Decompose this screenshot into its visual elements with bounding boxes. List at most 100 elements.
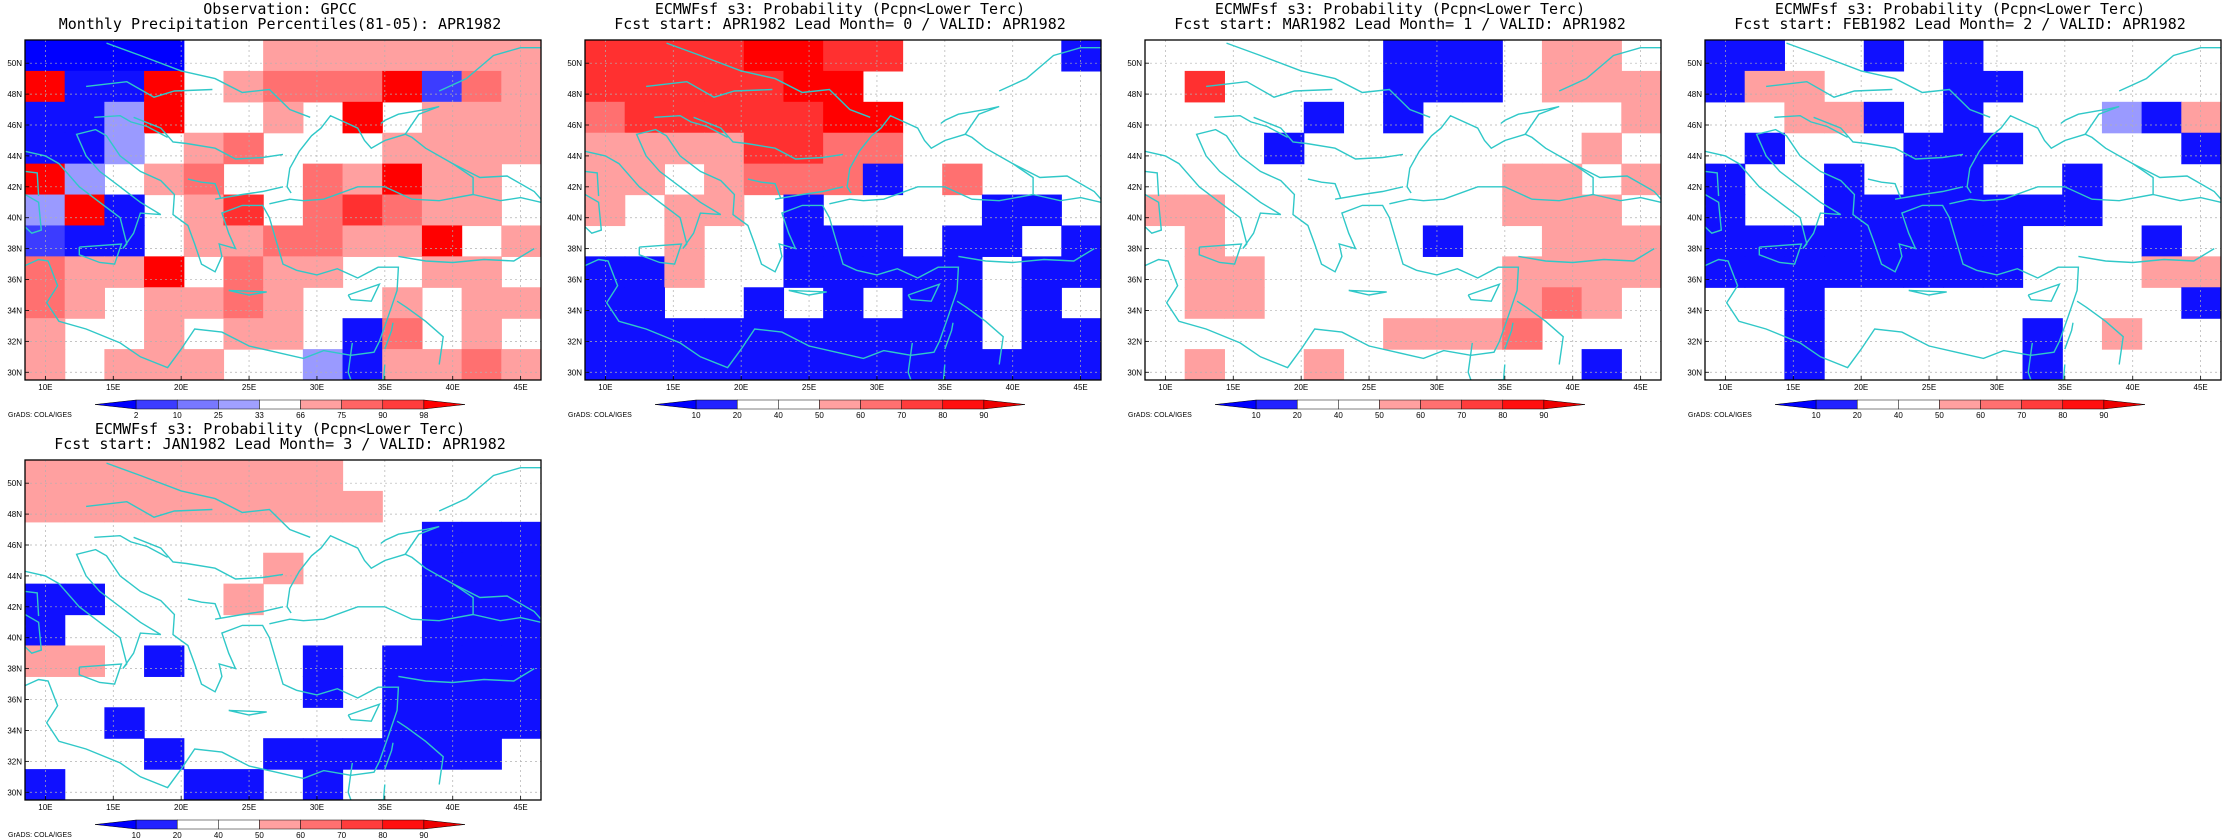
lat-tick-label: 32N [1687,337,1702,346]
lon-tick-label: 30E [310,383,324,392]
panel-forecast-lead0: ECMWFsf s3: Probability (Pcpn<Lower Terc… [560,0,1120,420]
lat-tick-label: 32N [7,757,22,766]
coastline [1813,116,1964,160]
grid-cell [1021,287,1062,319]
lat-tick-label: 38N [7,665,22,674]
grid-cell [144,645,185,677]
colorbar-segment [218,819,260,830]
colorbar-arrow-high [423,399,466,410]
grid-cell [461,287,502,319]
lat-tick-label: 32N [1127,337,1142,346]
panel-title-line2: Monthly Precipitation Percentiles(81-05)… [58,15,502,33]
grid-cells [25,460,541,800]
grid-cell [421,349,463,380]
grid-cell [382,70,423,103]
grid-cell [942,318,983,350]
grid-cell [942,225,983,257]
grid-cell [2141,225,2182,257]
grid-cell [1581,349,1622,380]
coastline [106,462,311,538]
grid-cell [823,287,864,319]
grid-cell [1943,101,1984,134]
grid-cell [1863,101,1905,134]
grid-cell [1903,163,1944,196]
grid-cell [104,225,145,257]
grads-credit: GrADS: COLA/IGES [1128,412,1192,419]
coastline [747,178,782,198]
coastline [654,114,728,139]
grid-cell [104,70,145,103]
lon-tick-label: 10E [1718,383,1732,392]
coastline [666,42,871,118]
grid-cell [223,460,264,492]
colorbar-arrow-low [94,819,137,830]
grid-cell [1422,40,1464,72]
coastline [1908,289,1947,296]
coastline [1389,114,1594,205]
grid-cell [1383,101,1424,134]
colorbar-label: 40 [774,411,783,420]
grid-cell [1621,225,1661,257]
coastline [214,606,284,620]
grid-cell [624,256,665,288]
coastline [25,128,400,369]
lat-tick-label: 30N [7,368,22,377]
grid-cell [263,225,304,257]
colorbar-segment [819,399,861,410]
coastline [1334,186,1404,200]
grid-cell [743,318,785,350]
grid-cell [862,349,904,380]
grid-cell [1541,70,1583,103]
colorbar-segment [1255,399,1298,410]
coastline [1786,42,1991,118]
coastline [472,193,541,203]
colorbar-label: 90 [979,411,988,420]
grid-cell [743,101,785,134]
coastlines [585,42,1101,380]
grid-cell [501,583,541,616]
colorbar-segment [300,399,342,410]
coastline [1504,322,1514,350]
grid-cell [382,40,423,72]
grid-cell [1744,256,1785,288]
coastlines [25,462,541,800]
coastline [540,568,541,571]
grid-cell [501,225,541,257]
coastline [2152,193,2221,203]
coastline [347,282,381,302]
grid-cell [1621,163,1661,196]
coastline [384,742,394,770]
grid-cell [461,521,502,554]
grid-cell [2101,101,2143,134]
colorbar-label: 75 [337,411,346,420]
lon-tick-label: 10E [38,383,52,392]
coastline [269,114,474,205]
grid-cell [981,194,1023,227]
lon-tick-label: 10E [598,383,612,392]
panel-observation: Observation: GPCC Monthly Precipitation … [0,0,560,420]
lat-tick-label: 44N [7,572,22,581]
grid-cell [382,645,423,677]
grid-cell [704,163,745,196]
grid-cell [1982,70,2024,103]
colorbar-segment [901,399,944,410]
coastline [2076,300,2124,365]
grid-cell [1422,225,1464,257]
coastline [1500,105,1560,135]
coastline [228,709,267,716]
grid-cell [421,583,463,616]
lat-tick-label: 42N [1127,183,1142,192]
lat-tick-label: 34N [7,726,22,735]
grid-cell [382,318,423,350]
grid-cell [183,287,225,319]
lon-tick-label: 25E [1922,383,1936,392]
colorbar-segment [778,399,820,410]
grid-cell [302,769,344,800]
colorbar-segment [1815,399,1858,410]
grid-cell [1061,225,1101,257]
grid-cell [585,318,626,350]
grid-cell [862,101,904,134]
grid-cell [2022,194,2063,227]
percentile-map: 10E 15E 20E 25E 30E 35E 40E 45E 50N 48N 46N 44N 42N 4… [7,39,542,420]
lon-tick-label: 20E [174,803,188,812]
